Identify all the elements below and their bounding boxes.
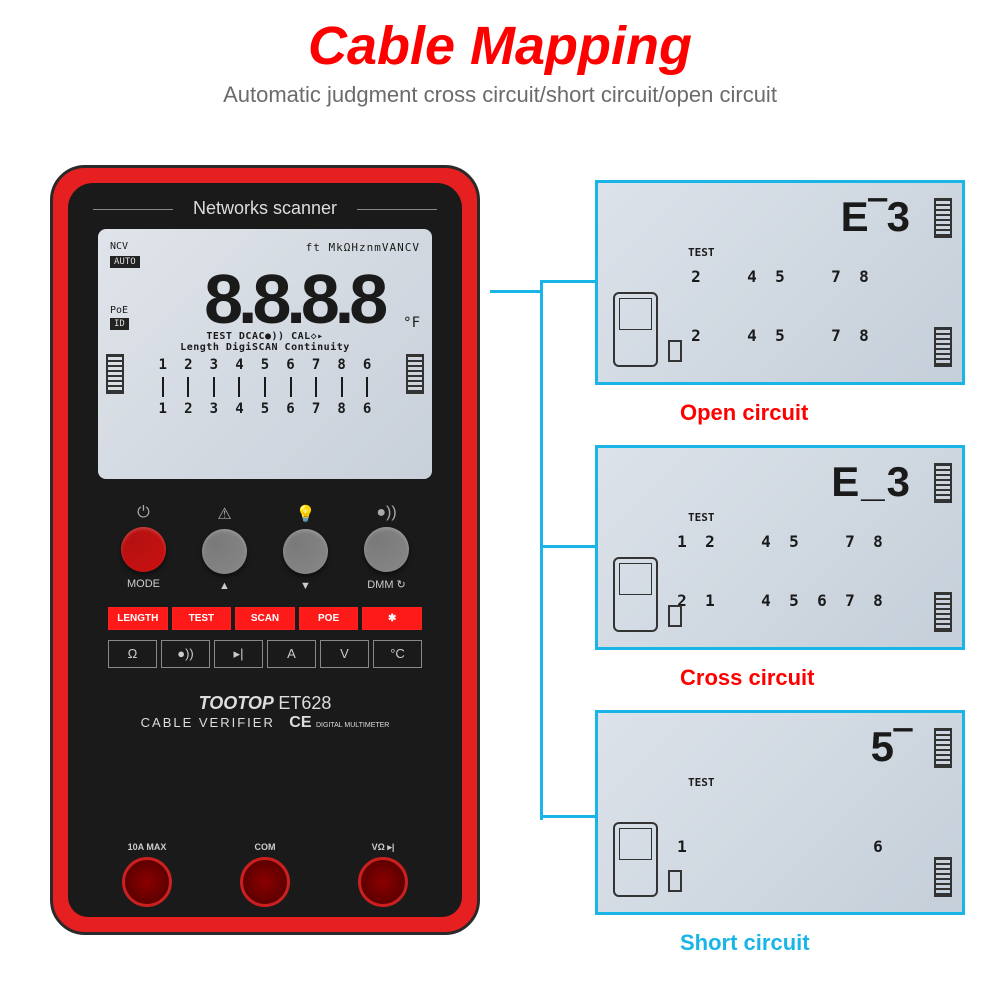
button-icon: ⚠ bbox=[202, 504, 247, 524]
model-number: ET628 bbox=[278, 693, 331, 713]
connector-branch-2 bbox=[540, 545, 595, 548]
connector-branch-1 bbox=[540, 280, 595, 283]
mode-button[interactable]: ✱ bbox=[362, 607, 422, 630]
rj45-icon bbox=[934, 327, 952, 367]
device-body: Networks scanner NCV ft MkΩHznmVANCV AUT… bbox=[50, 165, 480, 935]
ex-map bbox=[608, 553, 952, 583]
cable-verifier-label: CABLE VERIFIER bbox=[141, 715, 275, 730]
button-label: ▼ bbox=[283, 580, 328, 592]
ex-pins-top: 124578 bbox=[608, 532, 952, 551]
measure-button[interactable]: Ω bbox=[108, 640, 157, 668]
ex-map bbox=[608, 288, 952, 318]
mode-button[interactable]: SCAN bbox=[235, 607, 295, 630]
ex-pins-top: 24578 bbox=[608, 267, 952, 286]
measure-button[interactable]: °C bbox=[373, 640, 422, 668]
lcd-lines bbox=[150, 377, 380, 397]
button-icon: ●)) bbox=[364, 504, 409, 522]
port-jack[interactable]: VΩ ▸| bbox=[358, 857, 408, 907]
meas-row: Ω●))▸|AV°C bbox=[108, 640, 422, 668]
device-button[interactable] bbox=[283, 529, 328, 574]
device-button[interactable] bbox=[364, 527, 409, 572]
lcd-pins-bot: 123456786 bbox=[150, 401, 380, 417]
ce-mark: CE bbox=[289, 714, 311, 731]
error-code: E‾3 bbox=[608, 193, 952, 241]
test-label: TEST bbox=[688, 776, 952, 789]
rj45-icon bbox=[934, 463, 952, 503]
device-button[interactable] bbox=[202, 529, 247, 574]
rj45-right-icon bbox=[406, 354, 424, 394]
test-label: TEST bbox=[688, 246, 952, 259]
port-jack[interactable]: COM bbox=[240, 857, 290, 907]
mode-button[interactable]: TEST bbox=[172, 607, 232, 630]
ex-map bbox=[608, 799, 952, 829]
port-label: COM bbox=[255, 842, 276, 852]
rj45-icon bbox=[934, 592, 952, 632]
subtitle: Automatic judgment cross circuit/short c… bbox=[0, 82, 1000, 108]
mode-button[interactable]: LENGTH bbox=[108, 607, 168, 630]
example-label-1: Cross circuit bbox=[680, 665, 815, 691]
poe-label: PoE bbox=[110, 304, 129, 317]
ncv-label: NCV bbox=[110, 241, 128, 254]
battery-icon bbox=[668, 870, 682, 892]
id-badge: ID bbox=[110, 318, 129, 330]
rj45-icon bbox=[934, 857, 952, 897]
measure-button[interactable]: ●)) bbox=[161, 640, 210, 668]
measure-button[interactable]: V bbox=[320, 640, 369, 668]
test-label: TEST bbox=[688, 511, 952, 524]
example-screen-2: 5‾ TEST 16 bbox=[595, 710, 965, 915]
auto-badge: AUTO bbox=[110, 256, 140, 268]
rj45-icon bbox=[934, 728, 952, 768]
error-code: E_3 bbox=[608, 458, 952, 506]
rj45-left-icon bbox=[106, 354, 124, 394]
measure-button[interactable]: ▸| bbox=[214, 640, 263, 668]
main-lcd: NCV ft MkΩHznmVANCV AUTO PoE ID 8.8.8.8 … bbox=[98, 229, 432, 479]
button-label: DMM ↻ bbox=[364, 578, 409, 591]
mini-device-icon bbox=[613, 822, 658, 897]
mini-device-icon bbox=[613, 292, 658, 367]
example-screen-0: E‾3 TEST 24578 24578 bbox=[595, 180, 965, 385]
ports-area: 10A MAX COM VΩ ▸| bbox=[68, 847, 462, 917]
connector-branch-3 bbox=[540, 815, 595, 818]
button-icon: ⏻ bbox=[121, 504, 166, 522]
lcd-mid-2: Length DigiSCAN Continuity bbox=[110, 342, 420, 353]
mini-device-icon bbox=[613, 557, 658, 632]
units-label: ft MkΩHznmVANCV bbox=[306, 241, 420, 254]
example-label-2: Short circuit bbox=[680, 930, 810, 956]
button-icon: 💡 bbox=[283, 504, 328, 524]
button-row: ⏻ MODE ⚠ ▲ 💡 ▼ ●)) DMM ↻ bbox=[103, 504, 427, 592]
device-button[interactable] bbox=[121, 527, 166, 572]
port-jack[interactable]: 10A MAX bbox=[122, 857, 172, 907]
battery-icon bbox=[668, 605, 682, 627]
brand-area: TOOTOP ET628 CABLE VERIFIER CE DIGITAL M… bbox=[83, 693, 447, 732]
port-label: 10A MAX bbox=[128, 842, 167, 852]
rj45-icon bbox=[934, 198, 952, 238]
battery-icon bbox=[668, 340, 682, 362]
device-inner: Networks scanner NCV ft MkΩHznmVANCV AUT… bbox=[68, 183, 462, 917]
measure-button[interactable]: A bbox=[267, 640, 316, 668]
networks-scanner-label: Networks scanner bbox=[83, 198, 447, 219]
lcd-digits: 8.8.8.8 bbox=[129, 268, 403, 331]
button-label: ▲ bbox=[202, 580, 247, 592]
example-label-0: Open circuit bbox=[680, 400, 808, 426]
page-title: Cable Mapping bbox=[0, 15, 1000, 77]
port-label: VΩ ▸| bbox=[372, 842, 395, 853]
connector-vertical bbox=[540, 280, 543, 820]
ex-pins-bot: 24578 bbox=[608, 326, 952, 345]
error-code: 5‾ bbox=[608, 723, 952, 771]
dmm-text: DIGITAL MULTIMETER bbox=[316, 722, 389, 729]
temp-unit: °F bbox=[403, 315, 420, 331]
example-screen-1: E_3 TEST 124578 2145678 bbox=[595, 445, 965, 650]
button-label: MODE bbox=[121, 578, 166, 590]
mode-row: LENGTHTESTSCANPOE✱ bbox=[108, 607, 422, 630]
ex-pins-bot: 2145678 bbox=[608, 591, 952, 610]
lcd-pins-top: 123456786 bbox=[150, 357, 380, 373]
connector-trunk bbox=[490, 290, 540, 293]
brand-name: TOOTOP bbox=[199, 693, 274, 713]
mode-button[interactable]: POE bbox=[299, 607, 359, 630]
ex-pins-bot: 16 bbox=[608, 837, 952, 856]
